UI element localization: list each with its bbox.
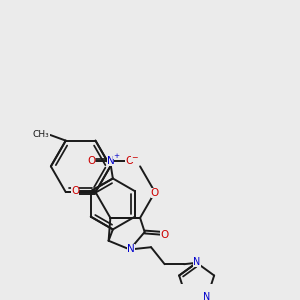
Text: O: O (125, 156, 134, 166)
Text: CH₃: CH₃ (33, 130, 50, 139)
Text: O: O (160, 230, 168, 240)
Text: O: O (71, 186, 79, 196)
Text: O: O (151, 188, 159, 198)
Text: N: N (193, 257, 201, 267)
Text: N: N (127, 244, 134, 254)
Text: +: + (113, 153, 119, 159)
Text: N: N (107, 157, 115, 166)
Text: N: N (203, 292, 211, 300)
Text: O: O (87, 156, 95, 166)
Text: −: − (131, 153, 138, 162)
